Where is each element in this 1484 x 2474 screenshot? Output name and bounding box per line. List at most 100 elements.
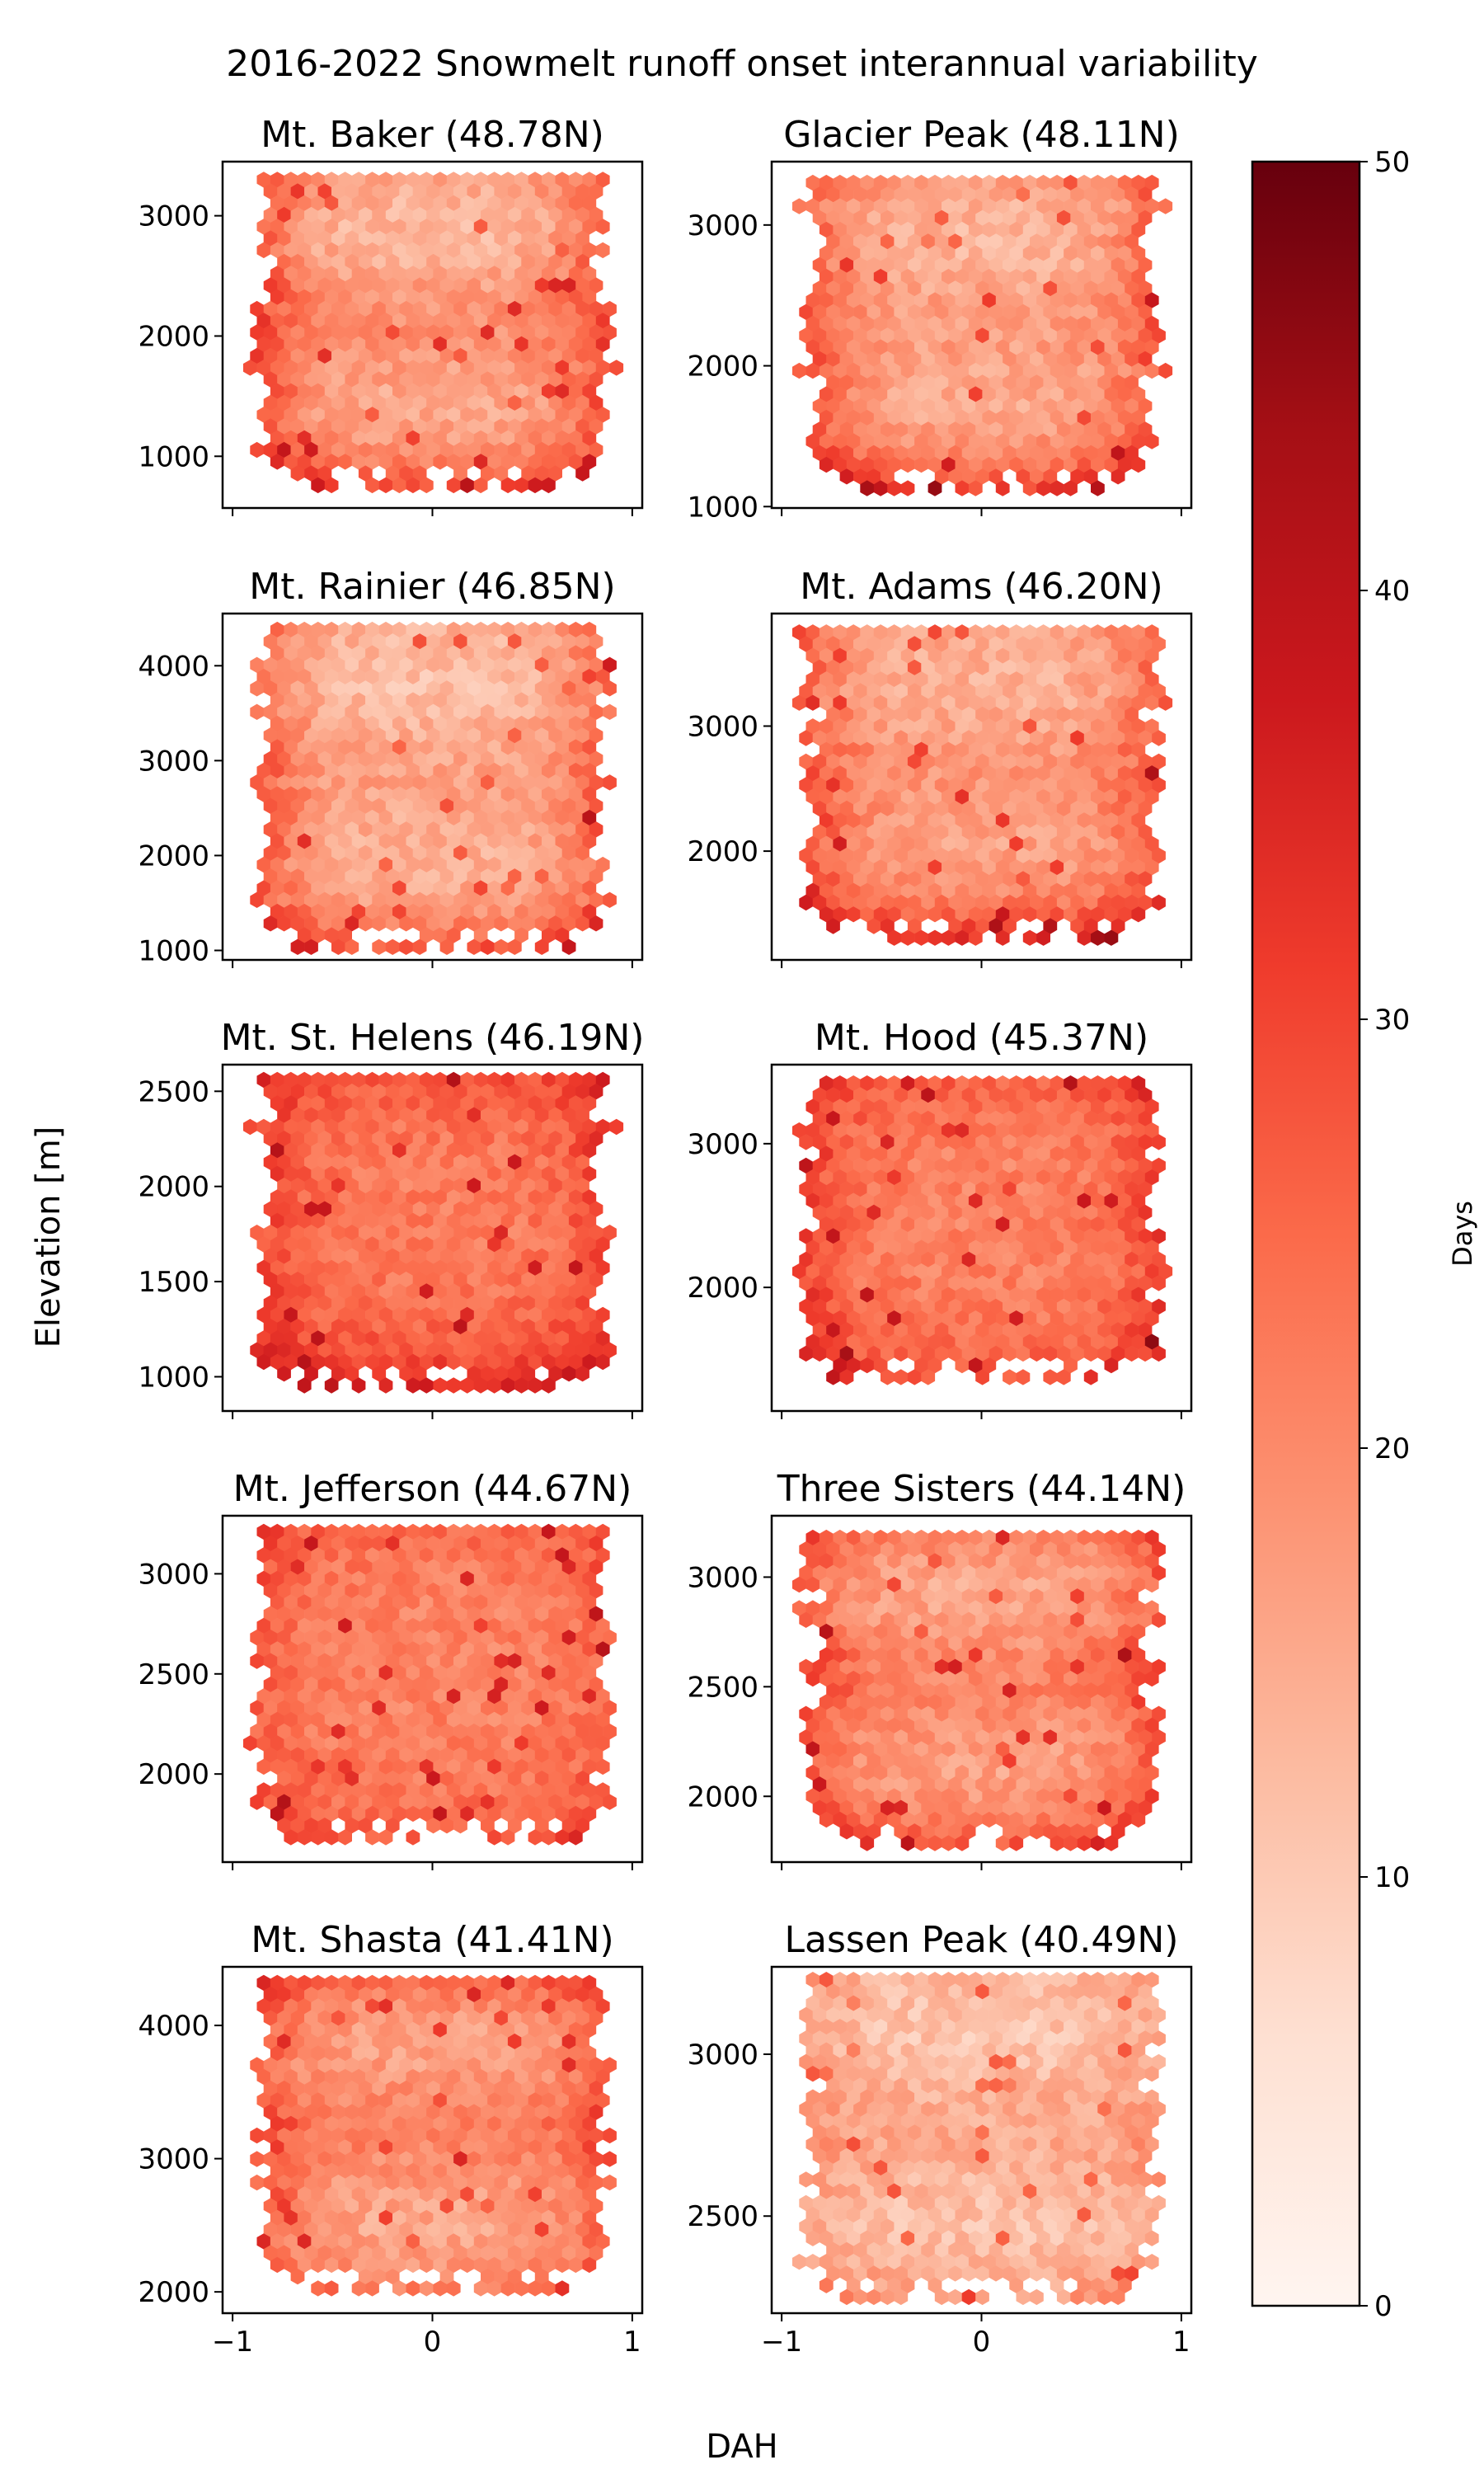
hex-cell (372, 1248, 387, 1264)
hex-cell (589, 1794, 603, 1810)
hex-cell (1022, 906, 1037, 923)
hex-cell (968, 433, 983, 449)
hex-cell (467, 938, 481, 955)
hex-cell (853, 1564, 867, 1581)
hex-cell (263, 206, 278, 223)
hex-cell (324, 809, 339, 826)
hex-cell (378, 621, 393, 638)
hex-cell (426, 656, 440, 673)
hex-cell (989, 444, 1003, 461)
hex-cell (378, 739, 393, 755)
hex-cell (365, 668, 379, 685)
hex-cell (324, 1688, 339, 1705)
hex-cell (311, 621, 326, 638)
hex-cell (331, 750, 345, 767)
hex-cell (561, 441, 576, 459)
hex-cell (481, 1606, 495, 1622)
hex-cell (853, 421, 867, 438)
hex-cell (487, 1330, 501, 1347)
hex-cell (358, 1583, 373, 1599)
hex-cell (1009, 268, 1024, 285)
hex-cell (467, 844, 481, 861)
hex-cell (1003, 1345, 1017, 1362)
hex-cell (311, 1758, 326, 1776)
hex-cell (914, 1145, 928, 1162)
hex-cell (365, 1758, 379, 1776)
hex-cell (521, 727, 536, 744)
hex-cell (1003, 209, 1017, 226)
hex-cell (989, 1181, 1003, 1197)
hex-cell (399, 1771, 413, 1787)
hex-cell (975, 1087, 989, 1103)
hex-cell (487, 1353, 501, 1371)
hex-cell (982, 906, 997, 923)
hex-cell (561, 206, 576, 223)
hex-cell (568, 1688, 583, 1705)
hex-cell (881, 1369, 895, 1385)
hex-cell (345, 1178, 359, 1194)
hex-cell (297, 172, 312, 188)
hex-cell (1070, 1635, 1085, 1652)
hex-cell (948, 280, 962, 297)
hex-cell (473, 1306, 488, 1324)
hex-cell (481, 1366, 495, 1382)
hex-cell (1131, 765, 1146, 782)
hex-cell (914, 788, 928, 805)
hex-cell (907, 397, 922, 414)
hex-cell (419, 383, 434, 400)
hex-cell (1043, 303, 1058, 320)
hex-cell (297, 1165, 312, 1183)
hex-cell (866, 468, 881, 485)
hex-cell (392, 668, 406, 685)
hex-cell (494, 1653, 509, 1669)
hex-cell (487, 1189, 501, 1206)
hex-cell (995, 245, 1010, 261)
hex-cell (345, 868, 359, 885)
hex-cell (1097, 421, 1111, 438)
hex-cell (1125, 1298, 1139, 1315)
hex-cell (1022, 1600, 1037, 1616)
hex-cell (338, 1523, 352, 1540)
hex-cell (968, 671, 983, 688)
hex-cell (826, 706, 840, 723)
hex-cell (494, 1178, 509, 1194)
hex-cell (914, 1216, 928, 1233)
hex-cell (277, 1583, 291, 1599)
hex-cell (955, 480, 970, 496)
hex-cell (548, 1630, 562, 1646)
hex-cell (1083, 1564, 1098, 1581)
hex-cell (1070, 1541, 1085, 1558)
hex-cell (589, 1272, 603, 1288)
hex-cell (277, 1319, 291, 1335)
hex-cell (1125, 800, 1139, 817)
hex-cell (881, 303, 895, 320)
hex-cell (406, 1617, 420, 1634)
hex-cell (542, 645, 556, 661)
hex-cell (548, 1319, 562, 1335)
hex-cell (1131, 456, 1146, 473)
hex-cell (928, 1529, 942, 1546)
hex-cell (582, 856, 597, 873)
hex-cell (331, 680, 345, 697)
hex-cell (995, 339, 1010, 355)
hex-cell (514, 454, 528, 470)
hex-cell (989, 777, 1003, 793)
hex-cell (446, 786, 461, 802)
hex-cell (846, 1263, 861, 1280)
hex-cell (1138, 1541, 1153, 1558)
hex-cell (805, 1333, 820, 1350)
hex-cell (1104, 1145, 1119, 1162)
hex-cell (914, 647, 928, 664)
hex-cell (365, 289, 379, 306)
hex-cell (1144, 718, 1159, 735)
hex-cell (975, 256, 989, 273)
hex-cell (561, 1818, 576, 1834)
hex-cell (995, 292, 1010, 308)
hex-cell (921, 209, 936, 226)
hex-cell (1056, 1564, 1071, 1581)
hex-cell (853, 824, 867, 840)
hex-cell (948, 800, 962, 817)
hex-cell (1016, 327, 1031, 344)
hex-cell (1036, 1286, 1050, 1303)
hex-cell (819, 1192, 834, 1209)
